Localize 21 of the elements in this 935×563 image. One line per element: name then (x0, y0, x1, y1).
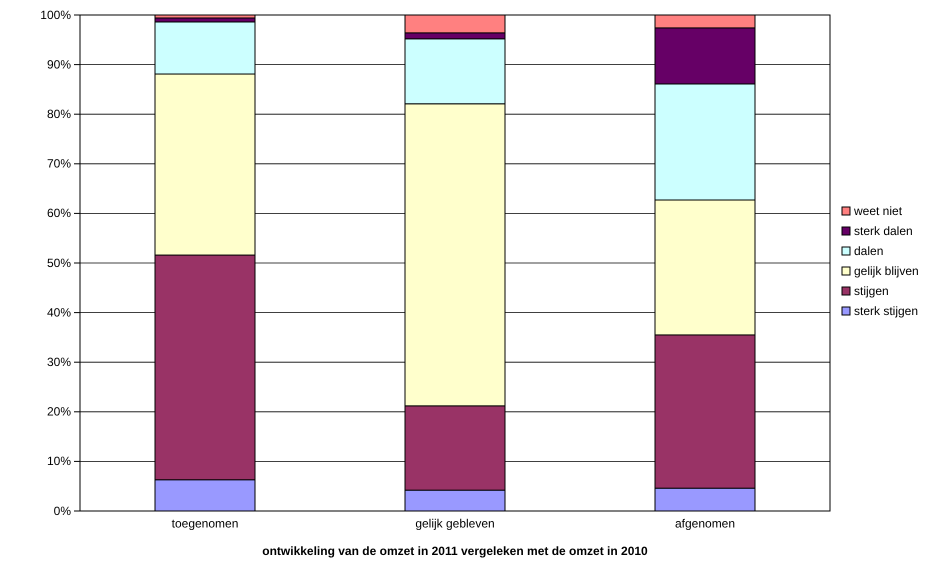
x-axis-title: ontwikkeling van de omzet in 2011 vergeleken met de omzet in 2010 (262, 544, 648, 558)
x-tick-label: gelijk gebleven (415, 516, 495, 531)
legend-label: sterk dalen (854, 224, 913, 238)
y-tick-label: 100% (40, 8, 72, 22)
legend-label: weet niet (853, 204, 903, 218)
y-tick-label: 70% (46, 156, 72, 171)
y-tick-label: 20% (46, 404, 72, 419)
legend-label: gelijk blijven (854, 264, 919, 278)
y-tick-label: 0% (54, 504, 72, 518)
legend-label: dalen (854, 244, 884, 258)
y-tick-label: 50% (46, 256, 72, 270)
y-tick-label: 40% (46, 305, 72, 320)
legend-label: sterk stijgen (854, 304, 918, 318)
x-tick-label: toegenomen (172, 516, 238, 531)
legend-label: stijgen (854, 284, 889, 298)
y-tick-label: 90% (46, 57, 72, 72)
y-tick-label: 60% (46, 206, 72, 220)
y-tick-label: 30% (46, 355, 72, 370)
y-tick-label: 80% (46, 107, 72, 122)
x-tick-label: afgenomen (674, 516, 736, 531)
y-tick-label: 10% (46, 454, 72, 468)
